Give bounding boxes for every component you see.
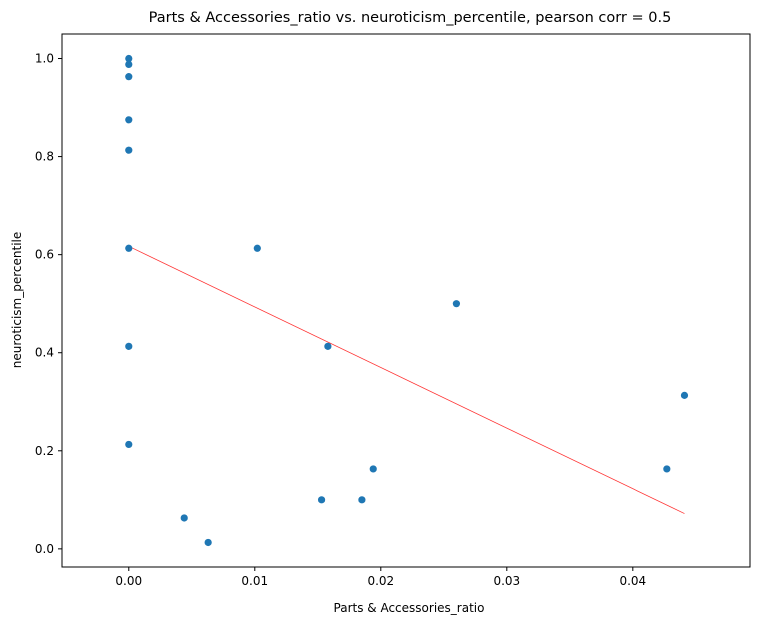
y-tick-label: 0.6 [35,248,54,262]
chart-title: Parts & Accessories_ratio vs. neuroticis… [149,10,672,26]
data-point [204,538,212,547]
data-point [125,244,133,252]
plot-frame [61,33,751,568]
regression-line-group [128,245,685,514]
regression-line [128,245,685,514]
data-point [125,342,133,350]
points-group [125,54,689,547]
y-tick-label: 0.2 [35,444,54,458]
y-tick-label: 0.4 [35,346,54,360]
data-point [324,342,332,350]
x-axis: 0.00 0.01 0.02 0.03 0.04 [115,567,646,588]
data-point [369,465,377,473]
data-point [125,73,133,81]
y-tick-label: 1.0 [35,52,54,66]
x-tick-label: 0.00 [115,574,142,588]
y-tick-label: 0.8 [35,150,54,164]
data-point [358,496,366,504]
data-point [663,465,671,473]
x-tick-label: 0.02 [367,574,394,588]
data-point [317,496,326,504]
data-point [125,146,133,154]
x-tick-label: 0.01 [241,574,268,588]
y-axis: 0.0 0.2 0.4 0.6 0.8 1.0 [35,52,62,556]
x-tick-label: 0.04 [619,574,646,588]
data-point [253,244,261,252]
data-point [125,440,133,449]
data-point [125,116,133,124]
data-point [125,60,133,69]
y-axis-label: neuroticism_percentile [10,232,24,369]
data-point [180,514,188,522]
x-axis-label: Parts & Accessories_ratio [334,601,485,615]
x-tick-label: 0.03 [493,574,520,588]
data-point [125,54,133,63]
y-tick-label: 0.0 [35,542,54,556]
data-point [680,391,689,399]
data-point [452,300,461,308]
